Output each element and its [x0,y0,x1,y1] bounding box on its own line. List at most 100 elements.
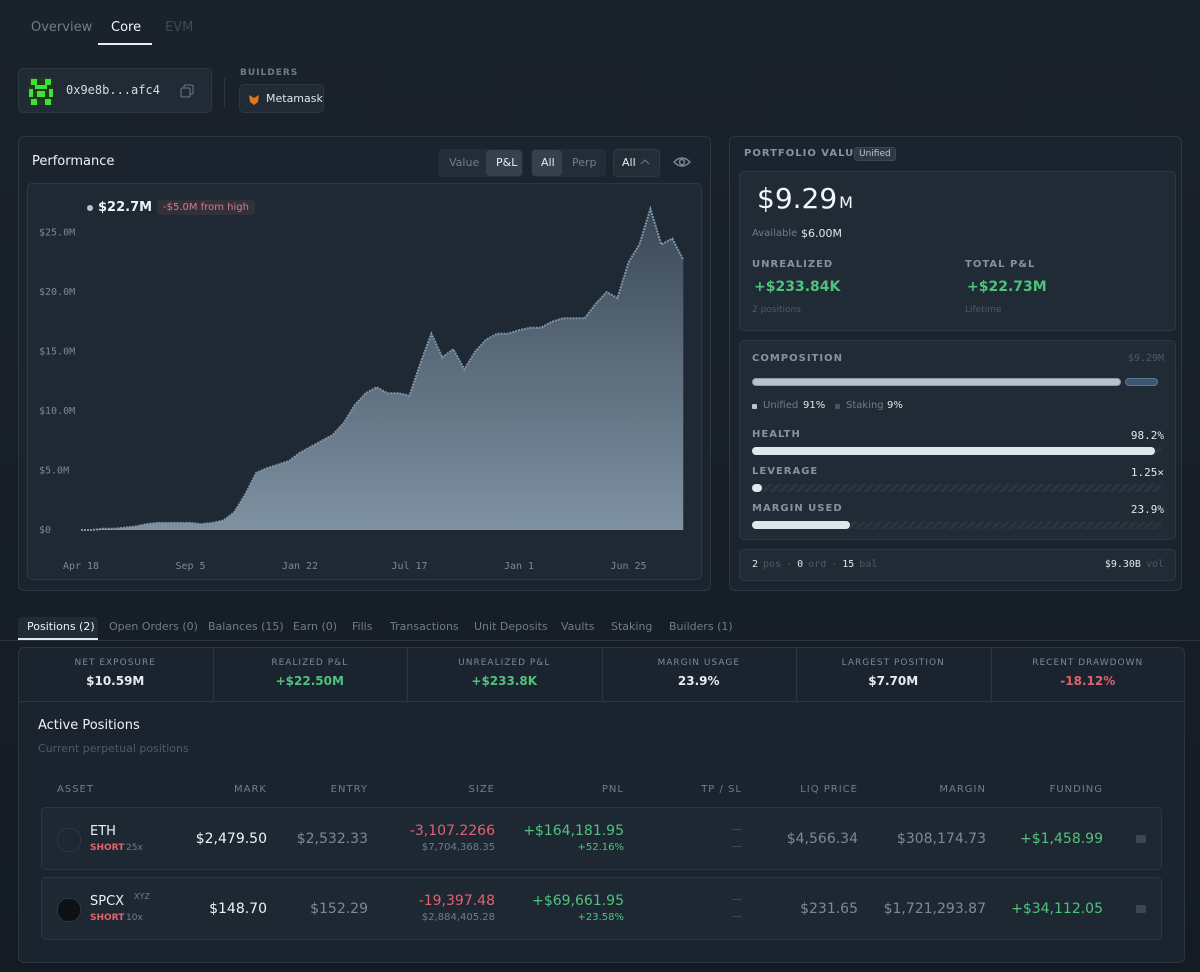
side: SHORT [90,843,125,853]
stop-loss: — [732,911,742,922]
separator: · [831,559,838,570]
wallet-address[interactable]: 0x9e8b...afc4 [66,83,160,97]
tab-underline [98,43,152,45]
column-header: PNL [601,784,624,795]
x-tick-label: Jan 1 [504,561,534,572]
stat-label: RECENT DRAWDOWN [1032,658,1144,668]
cell-divider [212,648,214,701]
toggle-option[interactable]: Perp [572,156,597,169]
stats-rule [19,701,1184,702]
chevron-icon [640,159,650,165]
liq-price: $231.65 [800,901,858,917]
nav-tab[interactable]: Core [111,20,142,35]
metric-bar [752,484,763,492]
composition-bar [1125,378,1158,386]
column-header: LIQ PRICE [800,784,858,795]
section-label: COMPOSITION [752,353,843,364]
toggle-option[interactable]: All [541,156,555,169]
copy-icon[interactable] [180,84,194,98]
separator: · [786,559,793,570]
x-tick-label: Sep 5 [175,561,205,572]
composition-bar [752,378,1122,386]
bottom-tab[interactable]: Open Orders (0) [109,620,198,633]
identicon [29,77,53,105]
mark: $2,479.50 [195,831,267,847]
legend-dot [752,404,757,409]
bottom-tab[interactable]: Earn (0) [293,620,338,633]
position-row [41,877,1162,940]
stat-label: MARGIN USAGE [657,658,741,668]
column-header: TP / SL [701,784,742,795]
from-high-badge: -$5.0M from high [157,200,255,215]
footer-volume: $9.30B vol [1105,559,1164,570]
stat-unit: ord [808,559,827,570]
bottom-tab[interactable]: Balances (15) [208,620,284,633]
toggle-option[interactable]: P&L [496,156,518,169]
size-usd: $7,704,368.35 [421,842,495,853]
composition-card [739,340,1176,540]
stat-label: LARGEST POSITION [841,658,945,668]
section-label: PORTFOLIO VALUE [744,148,863,159]
current-value: $22.7M [98,200,153,215]
value-card [739,171,1176,331]
current-dot [87,205,93,211]
share-icon[interactable] [1136,835,1146,843]
column-header: MARGIN [939,784,986,795]
nav-tab[interactable]: EVM [165,20,194,35]
bottom-tab[interactable]: Positions (2) [27,620,95,633]
size-usd: $2,884,405.28 [421,912,495,923]
share-icon[interactable] [1136,905,1146,913]
chart: $0 $5.0M $10.0M $15.0M $20.0M $25.0M Apr 18 Sep… [39,205,685,572]
portfolio-value: $9.29 M [757,182,853,215]
wallet-box[interactable] [18,68,212,113]
toggle-active [486,150,522,176]
section-title: Active Positions [38,718,140,733]
value: $9.29 [757,182,838,215]
stat-value: -18.12% [1060,674,1116,688]
footer-card [739,549,1176,581]
stat-value: +$22.50M [275,674,344,688]
range-value[interactable]: All [622,156,636,169]
legend-name: Staking [846,400,884,411]
builder-name: Metamask [266,92,323,105]
margin: $308,174.73 [896,831,986,847]
tab-active-bg [18,617,98,639]
metric-track [752,484,1162,492]
leverage: 10x [126,913,143,923]
divider [224,78,225,108]
stat-value: $7.70M [868,674,919,688]
legend-value: 9% [887,400,903,411]
x-tick-label: Jul 17 [391,561,427,572]
builders-label: BUILDERS [240,68,299,78]
y-tick-label: $25.0M [39,228,75,239]
bottom-tab[interactable]: Vaults [561,620,595,633]
bottom-tab[interactable]: Unit Deposits [474,620,548,633]
bottom-tab[interactable]: Fills [352,620,373,633]
metric-track [752,521,1162,529]
range-select[interactable] [613,149,660,177]
eye-icon[interactable] [673,154,691,170]
take-profit: — [732,824,742,835]
available-value: $6.00M [801,227,842,240]
nav-tab[interactable]: Overview [31,20,93,35]
stat-label: NET EXPOSURE [74,658,156,668]
line [81,205,685,531]
entry: $152.29 [310,901,368,917]
toggle-option[interactable]: Value [449,156,480,169]
bottom-tab[interactable]: Staking [611,620,653,633]
stop-loss: — [732,841,742,852]
metric-bar [752,521,850,529]
bottom-tab[interactable]: Transactions [390,620,459,633]
bottom-tab[interactable]: Builders (1) [669,620,733,633]
metric-label: LEVERAGE [752,466,819,477]
builder-chip[interactable] [239,84,324,113]
cell-divider [407,648,408,701]
x-tick-label: Jan 22 [282,561,318,572]
column-header: SIZE [468,784,495,795]
metric-value: 23.9% [1130,503,1164,516]
y-tick-label: $10.0M [39,406,75,417]
asset-name: ETH [90,824,116,839]
funding: +$1,458.99 [1020,831,1103,847]
sub-label: Lifetime [965,305,1002,315]
pnl: +$164,181.95 [523,823,624,839]
